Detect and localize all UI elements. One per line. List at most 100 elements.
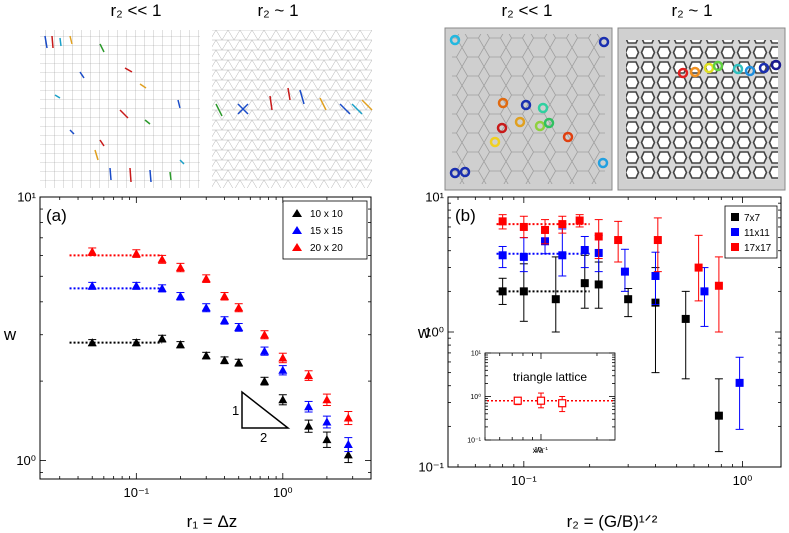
panel-b-point-s2 [714,281,723,290]
exp-image-right [617,27,786,191]
panel-b-xtick-label: 10⁻¹ [511,473,537,488]
legend-b-label-1: 11x11 [744,228,770,239]
panel-a-ytick-label: 10¹ [17,190,36,205]
panel-a-point-s1 [322,417,332,426]
panel-b-point-s0 [681,314,690,323]
panel-b-ytick-label: 10⁻¹ [418,460,444,475]
panel-b-point-s1 [498,251,507,260]
sim-image-right [212,30,373,188]
panel-a-point-s2 [157,254,167,263]
inset-marks [487,392,613,413]
panel-b-plateaus [496,223,590,293]
panel-a-point-s1 [343,439,353,449]
legend-a-label-2: 20 x 20 [310,243,343,254]
panel-b-label: (b) [455,206,476,225]
legend-b-marker-0 [731,213,739,221]
exp-left-label: r₂ << 1 [501,1,552,20]
panel-b-point-s2 [558,220,567,229]
panel-b-point-s1 [580,245,589,254]
panel-b-xlabel: r₂ = (G/B)¹ᐟ² [567,512,658,531]
panel-a-point-s2 [175,262,185,272]
legend-b-marker-1 [731,228,739,236]
panel-a-point-s0 [175,340,185,349]
panel-a-point-s2 [220,291,230,300]
panel-a-xlabel: r₁ = Δz [187,512,238,531]
panel-b-point-s0 [519,287,528,296]
panel-b-point-s2 [575,216,584,225]
slope-rise-label: 1 [232,403,239,418]
inset-point [558,399,567,408]
inset-title: triangle lattice [513,370,587,384]
sim-left-label: r₂ << 1 [110,1,161,20]
panel-b-point-s0 [594,280,603,289]
legend-a-label-0: 10 x 10 [310,209,343,220]
panel-a-point-s1 [278,365,288,374]
panel-a-point-s1 [201,303,211,312]
panel-a-point-s1 [131,281,141,290]
inset-point [536,396,546,405]
panel-a-point-s2 [278,353,288,362]
panel-b-point-s2 [519,222,528,231]
panel-b-point-s1 [620,267,629,276]
panel-b-point-s0 [714,411,723,420]
panel-b-point-s1 [519,252,528,261]
inset-ytick-label: 10¹ [471,350,482,357]
panel-b-point-s1 [700,287,709,296]
panel-a-point-s0 [157,334,167,343]
panel-a-ylabel: w [3,325,17,344]
inset-point [513,396,522,405]
panel-b-point-s2 [541,225,550,234]
panel-b-point-s1 [558,251,567,260]
panel-a-ticks: 10⁻¹ 10⁰ 10⁰ 10¹ [16,190,372,500]
panel-a-point-s0 [234,358,244,367]
inset-ticks: 10⁻¹ 10⁻¹ 10⁰ 10¹ [467,350,615,454]
slope-triangle: 1 2 [232,390,291,445]
panel-b-point-s2 [594,232,603,241]
legend-a-marker-0 [292,209,302,217]
panel-a-point-s0 [343,450,353,459]
panel-a-label: (a) [46,206,67,225]
sim-image-left [40,30,200,188]
panel-b-ticks: 10⁻¹ 10⁰ 10⁻¹ 10⁰ 10¹ [418,190,781,488]
exp-right-label: r₂ ~ 1 [671,1,712,20]
inset-xtick-label: 10⁻¹ [534,447,548,454]
panel-a-point-s0 [322,435,332,444]
panel-a-ytick-label: 10⁰ [16,453,36,468]
legend-a-marker-1 [292,226,302,234]
panel-b-point-s0 [580,279,589,288]
panel-a-point-s0 [278,395,288,404]
legend-b-label-0: 7x7 [744,213,761,224]
panel-a-point-s2 [304,371,314,380]
panel-a-xtick-label: 10⁻¹ [123,485,149,500]
panel-b-point-s2 [694,263,703,272]
panel-a-point-s2 [131,249,141,258]
inset-ytick-label: 10⁻¹ [467,437,481,444]
panel-a-point-s2 [343,413,353,422]
panel-b-ytick-label: 10¹ [425,190,444,205]
panel-a-point-s1 [304,402,314,411]
panel-a-point-s1 [87,281,97,290]
panel-a-point-s2 [260,330,270,339]
inset-xlabel: x/a [533,446,544,455]
panel-a-point-s0 [220,355,230,364]
sim-right-label: r₂ ~ 1 [257,1,298,20]
panel-a-point-s1 [260,346,270,355]
panel-b-point-s0 [624,295,633,304]
panel-b-point-s2 [653,236,662,245]
panel-a-point-s2 [234,303,244,312]
panel-b-point-s1 [735,378,744,387]
panel-b-marks [498,214,744,453]
panel-a-plateaus [69,254,163,344]
legend-b-marker-2 [731,243,739,251]
legend-b-label-2: 17x17 [744,243,772,254]
panel-b-ytick-label: 10⁰ [424,325,444,340]
panel-a-marks [87,247,353,464]
panel-a-point-s0 [260,376,270,385]
panel-a-point-s0 [87,338,97,347]
panel-a-point-s1 [220,315,230,325]
panel-b-xtick-label: 10⁰ [733,473,753,488]
panel-b-point-s2 [614,236,623,245]
panel-b-legend: 7x7 11x11 17x17 [724,205,778,259]
